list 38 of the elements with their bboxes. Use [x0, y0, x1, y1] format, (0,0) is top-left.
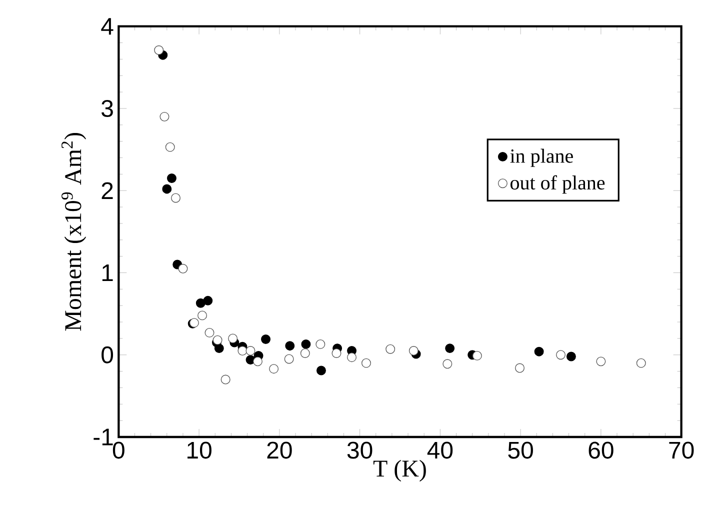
- y-tick-label: 3: [102, 100, 113, 117]
- x-tick-label: 50: [508, 442, 533, 459]
- point: [566, 352, 576, 362]
- point: [166, 174, 176, 184]
- legend-label: out of plane: [510, 175, 605, 194]
- point: [408, 346, 418, 356]
- y-tick-label: 0: [102, 346, 114, 364]
- x-tick-label: 70: [669, 442, 694, 459]
- point: [252, 356, 262, 366]
- point: [212, 335, 222, 345]
- point: [445, 344, 455, 354]
- x-tick-label: 0: [112, 442, 124, 459]
- point: [332, 348, 342, 358]
- legend-label: in plane: [510, 148, 573, 167]
- point: [534, 346, 544, 356]
- point: [203, 296, 213, 306]
- x-tick-label: 40: [427, 442, 453, 459]
- point: [261, 334, 270, 344]
- y-tick-label: -1: [94, 428, 113, 446]
- y-axis-title: Moment (x10$^{9}$ Am$^{2}$): [62, 133, 86, 331]
- point: [154, 45, 164, 55]
- point: [214, 344, 224, 354]
- point: [316, 366, 326, 376]
- point: [162, 184, 172, 194]
- point: [472, 350, 482, 360]
- point: [196, 298, 206, 308]
- point: [301, 339, 311, 349]
- x-tick-label: 20: [267, 442, 292, 459]
- point: [285, 341, 295, 351]
- point: [228, 334, 238, 344]
- y-tick-label: 2: [102, 182, 113, 199]
- x-axis-title: T (K): [373, 460, 426, 482]
- y-tick-label: 1: [102, 264, 113, 281]
- point: [238, 346, 248, 356]
- y-tick-label: 4: [101, 18, 114, 35]
- x-tick-label: 30: [347, 442, 372, 459]
- x-tick-label: 60: [588, 442, 614, 459]
- x-tick-label: 10: [188, 442, 212, 459]
